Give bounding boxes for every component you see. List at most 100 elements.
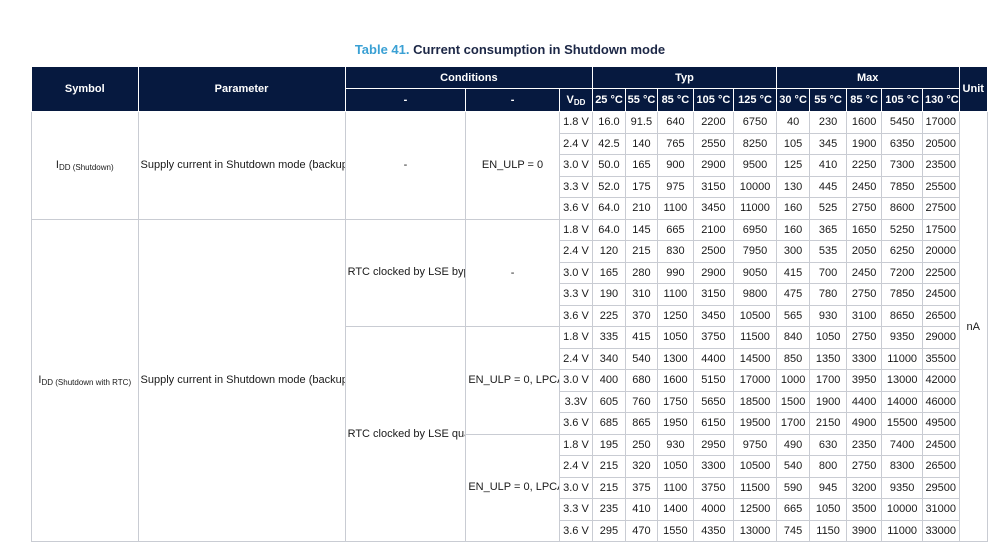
max-value-cell: 345 xyxy=(809,132,847,155)
table-row: 3.0 V 215 375 1100 3750 11500 590 945 3200 9350 29… xyxy=(32,476,988,499)
typ-value-cell: 1050 xyxy=(657,326,694,349)
typ-value-cell: 10500 xyxy=(733,304,777,327)
typ-value-cell: 6950 xyxy=(733,218,777,241)
typ-value-cell: 340 xyxy=(592,347,626,370)
vdd-cell: 1.8 V xyxy=(558,326,594,349)
max-value-cell: 7850 xyxy=(881,175,923,198)
typ-value-cell: 1300 xyxy=(657,347,694,370)
table-row: EN_ULP = 0, LPCAL = 11.8 V19525093029509… xyxy=(32,433,988,542)
condition-cell: - xyxy=(344,111,467,220)
max-value-cell: 105 xyxy=(775,132,811,155)
typ-value-cell: 225 xyxy=(592,304,626,327)
vdd-cell: 2.4 V xyxy=(558,132,594,155)
typ-value-cell: 17000 xyxy=(733,369,777,392)
max-value-cell: 3500 xyxy=(845,498,883,521)
typ-value-cell: 1100 xyxy=(657,283,694,306)
table-row: IDD (Shutdown) Supply current in Shutdown… xyxy=(31,111,988,542)
typ-value-cell: 3450 xyxy=(692,304,735,327)
max-value-cell: 665 xyxy=(775,498,811,521)
header-parameter: Parameter xyxy=(137,66,346,112)
header-typ-temp: 55 °C xyxy=(624,88,659,112)
table-row: RTC clocked by LSE quartzEN_ULP = 0, LPC… xyxy=(32,326,988,542)
max-value-cell: 630 xyxy=(809,433,847,456)
max-value-cell: 1900 xyxy=(845,132,883,155)
max-value-cell: 1150 xyxy=(809,519,847,542)
vdd-cell: 3.6 V xyxy=(558,519,594,542)
max-value-cell: 850 xyxy=(775,347,811,370)
max-value-cell: 2750 xyxy=(845,283,883,306)
max-value-cell: 945 xyxy=(809,476,847,499)
typ-value-cell: 9050 xyxy=(733,261,777,284)
max-value-cell: 3950 xyxy=(845,369,883,392)
typ-value-cell: 9750 xyxy=(733,433,777,456)
typ-value-cell: 10000 xyxy=(733,175,777,198)
typ-value-cell: 3450 xyxy=(692,197,735,220)
typ-value-cell: 145 xyxy=(624,218,659,241)
table-row: 3.0 V 400 680 1600 5150 17000 1000 1700 3950 1300… xyxy=(32,369,988,392)
max-value-cell: 7850 xyxy=(881,283,923,306)
max-value-cell: 7400 xyxy=(881,433,923,456)
vdd-cell: 3.6 V xyxy=(558,304,594,327)
typ-value-cell: 5650 xyxy=(692,390,735,413)
typ-value-cell: 990 xyxy=(657,261,694,284)
max-value-cell: 24500 xyxy=(921,283,960,306)
table-row: 3.6 V 295 470 1550 4350 13000 745 1150 3900 11000… xyxy=(32,519,988,542)
max-value-cell: 27500 xyxy=(921,197,960,220)
typ-value-cell: 6750 xyxy=(733,111,777,134)
table-row: 3.3 V 52.0 175 975 3150 10000 130 445 2450 7850 25… xyxy=(32,175,988,198)
typ-value-cell: 5150 xyxy=(692,369,735,392)
max-value-cell: 1050 xyxy=(809,326,847,349)
vdd-cell: 2.4 V xyxy=(558,455,594,478)
vdd-cell: 1.8 V xyxy=(558,218,594,241)
typ-value-cell: 12500 xyxy=(733,498,777,521)
max-value-cell: 10000 xyxy=(881,498,923,521)
max-value-cell: 22500 xyxy=(921,261,960,284)
vdd-cell: 3.0 V xyxy=(558,369,594,392)
typ-value-cell: 175 xyxy=(624,175,659,198)
typ-value-cell: 2550 xyxy=(692,132,735,155)
max-value-cell: 46000 xyxy=(921,390,960,413)
max-value-cell: 410 xyxy=(809,154,847,177)
max-value-cell: 8300 xyxy=(881,455,923,478)
max-value-cell: 565 xyxy=(775,304,811,327)
header-max-temp: 30 °C xyxy=(775,88,811,112)
max-value-cell: 130 xyxy=(775,175,811,198)
typ-value-cell: 605 xyxy=(592,390,626,413)
max-value-cell: 25500 xyxy=(921,175,960,198)
max-value-cell: 540 xyxy=(775,455,811,478)
max-value-cell: 4400 xyxy=(845,390,883,413)
condition-cell: RTC clocked by LSE bypassed at 32768 Hz xyxy=(344,218,467,327)
typ-value-cell: 2950 xyxy=(692,433,735,456)
max-value-cell: 2250 xyxy=(845,154,883,177)
max-value-cell: 1600 xyxy=(845,111,883,134)
header-condition-2: - xyxy=(465,88,560,112)
table-row: 2.4 V 42.5 140 765 2550 8250 105 345 1900 6350 205… xyxy=(32,132,988,155)
typ-value-cell: 18500 xyxy=(733,390,777,413)
typ-value-cell: 295 xyxy=(592,519,626,542)
header-conditions: Conditions xyxy=(344,66,594,89)
vdd-cell: 3.3V xyxy=(558,390,594,413)
typ-value-cell: 1950 xyxy=(657,412,694,435)
typ-value-cell: 50.0 xyxy=(592,154,626,177)
typ-value-cell: 6150 xyxy=(692,412,735,435)
max-value-cell: 9350 xyxy=(881,326,923,349)
max-value-cell: 415 xyxy=(775,261,811,284)
max-value-cell: 20500 xyxy=(921,132,960,155)
typ-value-cell: 140 xyxy=(624,132,659,155)
max-value-cell: 1700 xyxy=(809,369,847,392)
max-value-cell: 230 xyxy=(809,111,847,134)
symbol-idd-shutdown: IDD (Shutdown) xyxy=(31,111,139,220)
table-row: 3.6 V 685 865 1950 6150 19500 1700 2150 4900 1550… xyxy=(32,412,988,435)
table-row: 3.3 V 190 310 1100 3150 9800 475 780 2750 7850 245… xyxy=(32,283,988,306)
vdd-cell: 2.4 V xyxy=(558,240,594,263)
max-value-cell: 2750 xyxy=(845,455,883,478)
typ-value-cell: 14500 xyxy=(733,347,777,370)
max-value-cell: 23500 xyxy=(921,154,960,177)
max-value-cell: 535 xyxy=(809,240,847,263)
table-number: Table 41. xyxy=(354,42,410,57)
symbol-idd-shutdown-rtc: IDD (Shutdown with RTC) xyxy=(31,218,139,542)
table-row: 3.3 V 235 410 1400 4000 12500 665 1050 3500 10000… xyxy=(32,498,988,521)
max-value-cell: 5450 xyxy=(881,111,923,134)
max-value-cell: 29500 xyxy=(921,476,960,499)
typ-value-cell: 10500 xyxy=(733,455,777,478)
